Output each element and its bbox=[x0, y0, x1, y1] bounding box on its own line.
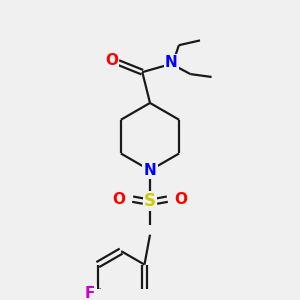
Text: O: O bbox=[113, 192, 126, 207]
Text: O: O bbox=[174, 192, 187, 207]
Text: O: O bbox=[105, 53, 118, 68]
Text: S: S bbox=[144, 192, 156, 210]
Text: N: N bbox=[144, 163, 156, 178]
Text: N: N bbox=[165, 55, 178, 70]
Text: F: F bbox=[85, 286, 95, 300]
